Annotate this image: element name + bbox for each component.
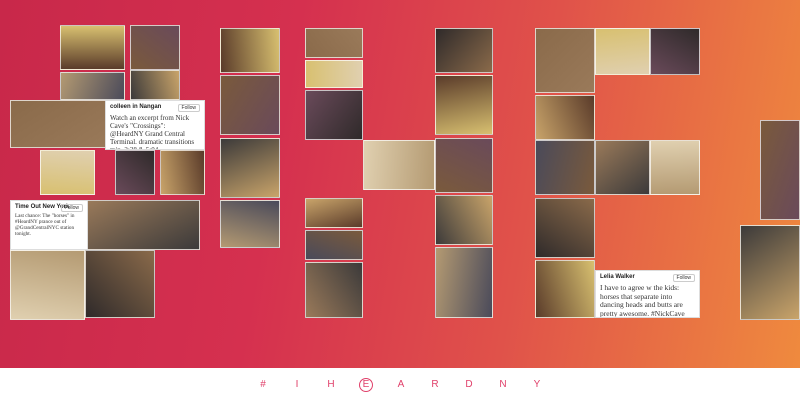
footer-hashtag: # I H E A R D N Y <box>0 368 800 401</box>
photo-tile <box>85 250 155 318</box>
tweet-card: Lelia Walker Follow I have to agree w the … <box>595 270 700 318</box>
photo-tile <box>60 25 125 70</box>
follow-button[interactable]: Follow <box>672 274 695 282</box>
footer-letter: Y <box>533 378 541 390</box>
collage: colleen in Nangan Follow Watch an excerpt … <box>0 0 800 368</box>
footer-letter: D <box>465 378 473 390</box>
tweet-author: Time Out New York <box>15 204 70 210</box>
photo-tile <box>305 28 363 58</box>
photo-tile <box>220 75 280 135</box>
tweet-card: colleen in Nangan Follow Watch an excerpt … <box>105 100 205 150</box>
photo-tile <box>740 225 800 320</box>
photo-tile <box>595 28 650 75</box>
photo-tile <box>115 150 155 195</box>
photo-tile <box>220 138 280 198</box>
photo-tile <box>650 28 700 75</box>
photo-tile <box>650 140 700 195</box>
photo-tile <box>305 90 363 140</box>
footer-letter: R <box>431 378 439 390</box>
tweet-card: Time Out New York Follow Last chance: The … <box>10 200 88 250</box>
footer-letter: A <box>397 378 405 390</box>
follow-button[interactable]: Follow <box>60 204 83 212</box>
footer-letter: # <box>260 378 266 390</box>
photo-tile <box>305 198 363 228</box>
photo-tile <box>535 198 595 258</box>
photo-tile <box>40 150 95 195</box>
photo-tile <box>10 250 85 320</box>
photo-tile <box>220 200 280 248</box>
photo-tile <box>435 247 493 318</box>
footer-letter: I <box>295 378 299 390</box>
footer-letter: H <box>327 378 335 390</box>
photo-tile <box>760 120 800 220</box>
photo-tile <box>595 140 650 195</box>
photo-tile <box>363 140 435 190</box>
tweet-text: I have to agree w the kids: horses that … <box>600 283 685 318</box>
photo-tile <box>160 150 205 195</box>
photo-tile <box>305 60 363 88</box>
photo-tile <box>435 75 493 135</box>
photo-tile <box>435 195 493 245</box>
photo-tile <box>130 25 180 70</box>
follow-button[interactable]: Follow <box>177 104 200 112</box>
photo-tile <box>305 262 363 318</box>
footer-letter: E <box>359 377 373 392</box>
photo-tile <box>130 70 180 100</box>
tweet-text: Watch an excerpt from Nick Cave's "Cross… <box>110 114 195 149</box>
tweet-author: colleen in Nangan <box>110 104 162 110</box>
footer-letter: N <box>499 378 507 390</box>
photo-tile <box>435 138 493 193</box>
photo-tile <box>535 140 595 195</box>
photo-tile <box>220 28 280 73</box>
photo-tile <box>10 100 115 148</box>
tweet-author: Lelia Walker <box>600 274 635 280</box>
photo-tile <box>535 95 595 140</box>
photo-tile <box>435 28 493 73</box>
photo-tile <box>305 230 363 260</box>
photo-tile <box>535 260 595 318</box>
photo-tile <box>535 28 595 93</box>
tweet-text: Last chance: The "horses" in #HeardNY pr… <box>15 213 75 237</box>
photo-tile <box>60 72 125 100</box>
photo-tile <box>85 200 200 250</box>
